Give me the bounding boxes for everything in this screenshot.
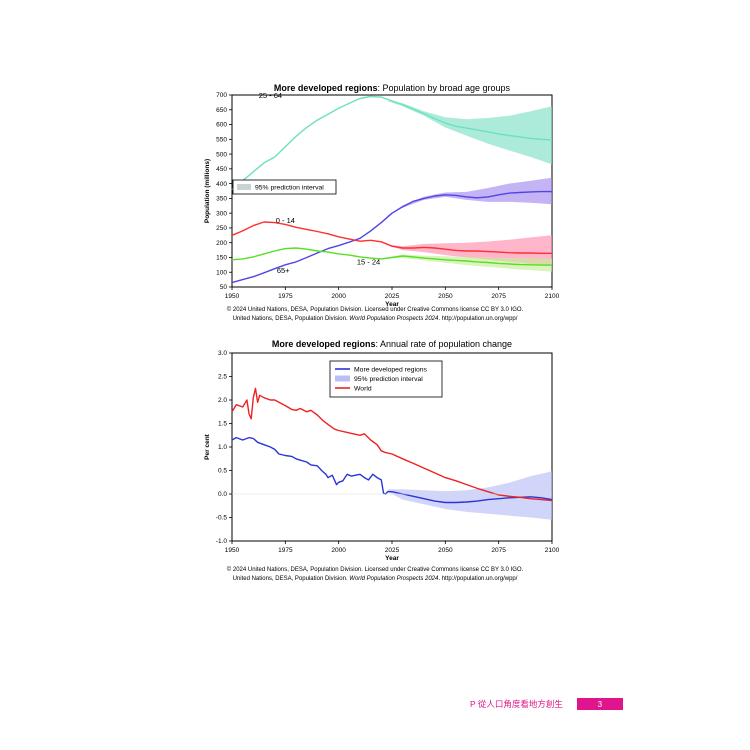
x-tick-label: 2025 bbox=[385, 293, 400, 300]
credit-line-2: United Nations, DESA, Population Divisio… bbox=[232, 576, 518, 582]
y-tick-label: 450 bbox=[216, 166, 227, 173]
x-tick-label: 2100 bbox=[545, 547, 560, 554]
prediction-band-0 bbox=[387, 471, 552, 520]
legend-label: 95% prediction interval bbox=[255, 185, 324, 192]
series-line-1 bbox=[231, 190, 552, 284]
chart-title-bold: More developed regions bbox=[274, 83, 378, 93]
series-label: 25 - 64 bbox=[259, 91, 282, 100]
x-tick-label: 1975 bbox=[278, 547, 293, 554]
annual-rate-change-chart: More developed regions: Annual rate of p… bbox=[204, 339, 560, 562]
x-tick-label: 2075 bbox=[491, 293, 506, 300]
series-line-1 bbox=[231, 387, 553, 502]
x-tick-label: 2100 bbox=[545, 293, 560, 300]
y-tick-label: 2.0 bbox=[218, 397, 227, 404]
y-tick-label: -0.5 bbox=[216, 515, 228, 522]
series-line-0 bbox=[231, 436, 553, 504]
legend-label: World bbox=[354, 385, 372, 392]
y-tick-label: 400 bbox=[216, 181, 227, 188]
legend: More developed regions 95% prediction int… bbox=[329, 360, 443, 398]
page-number-badge: 3 bbox=[576, 698, 623, 710]
series-line-0 bbox=[231, 95, 553, 191]
chart-title-bold: More developed regions bbox=[272, 339, 376, 349]
y-tick-label: 250 bbox=[216, 225, 227, 232]
y-axis-title: Per cent bbox=[204, 433, 211, 459]
y-tick-label: 550 bbox=[216, 137, 227, 144]
chart2-credit: © 2024 United Nations, DESA, Population … bbox=[0, 566, 750, 584]
y-tick-label: 1.0 bbox=[218, 444, 227, 451]
y-tick-label: 2.5 bbox=[218, 374, 227, 381]
x-axis-title: Year bbox=[385, 555, 399, 562]
page-footer: P 從人口角度看地方創生 3 bbox=[470, 697, 623, 711]
x-tick-label: 1975 bbox=[278, 293, 293, 300]
y-tick-label: -1.0 bbox=[216, 538, 228, 545]
x-tick-label: 2025 bbox=[385, 547, 400, 554]
chart-title: More developed regions: Population by br… bbox=[274, 83, 511, 93]
y-tick-label: 300 bbox=[216, 210, 227, 217]
y-tick-label: 200 bbox=[216, 240, 227, 247]
series-label: 0 - 14 bbox=[276, 216, 295, 225]
y-tick-label: 650 bbox=[216, 107, 227, 114]
x-axis-title: Year bbox=[385, 301, 399, 308]
legend-box bbox=[232, 179, 337, 195]
y-tick-label: 0.0 bbox=[218, 491, 227, 498]
x-tick-label: 1950 bbox=[225, 547, 240, 554]
y-tick-label: 1.5 bbox=[218, 421, 227, 428]
y-tick-label: 0.5 bbox=[218, 468, 227, 475]
y-axis-title: Population (millions) bbox=[204, 159, 211, 223]
series-line-3 bbox=[231, 247, 552, 266]
y-tick-label: 150 bbox=[216, 255, 227, 262]
population-by-age-chart: More developed regions: Population by br… bbox=[204, 83, 560, 308]
y-tick-label: 700 bbox=[216, 92, 227, 99]
y-tick-label: 500 bbox=[216, 151, 227, 158]
chart-title-rest: : Annual rate of population change bbox=[375, 339, 512, 349]
legend-swatch bbox=[237, 184, 251, 190]
x-tick-label: 2050 bbox=[438, 293, 453, 300]
legend-label: 95% prediction interval bbox=[354, 376, 423, 383]
chart-title-rest: : Population by broad age groups bbox=[377, 83, 510, 93]
chart1-credit: © 2024 United Nations, DESA, Population … bbox=[0, 306, 750, 324]
footer-title: P 從人口角度看地方創生 bbox=[470, 699, 563, 709]
legend-swatch bbox=[335, 375, 350, 382]
credit-line-2: United Nations, DESA, Population Divisio… bbox=[232, 316, 518, 322]
chart-title: More developed regions: Annual rate of p… bbox=[272, 339, 512, 349]
y-tick-label: 50 bbox=[220, 284, 228, 291]
credit-line-1: © 2024 United Nations, DESA, Population … bbox=[226, 567, 524, 573]
series-line-2 bbox=[231, 221, 552, 255]
y-tick-label: 600 bbox=[216, 122, 227, 129]
series-label: 65+ bbox=[277, 266, 290, 275]
y-tick-label: 100 bbox=[216, 269, 227, 276]
x-tick-label: 2000 bbox=[331, 547, 346, 554]
y-tick-label: 350 bbox=[216, 196, 227, 203]
x-tick-label: 2050 bbox=[438, 547, 453, 554]
legend: 95% prediction interval bbox=[232, 179, 337, 195]
x-tick-label: 2075 bbox=[491, 547, 506, 554]
y-tick-label: 3.0 bbox=[218, 350, 227, 357]
credit-line-1: © 2024 United Nations, DESA, Population … bbox=[226, 307, 524, 313]
x-tick-label: 1950 bbox=[225, 293, 240, 300]
legend-label: More developed regions bbox=[354, 366, 428, 373]
series-label: 15 - 24 bbox=[357, 258, 380, 267]
x-tick-label: 2000 bbox=[331, 293, 346, 300]
